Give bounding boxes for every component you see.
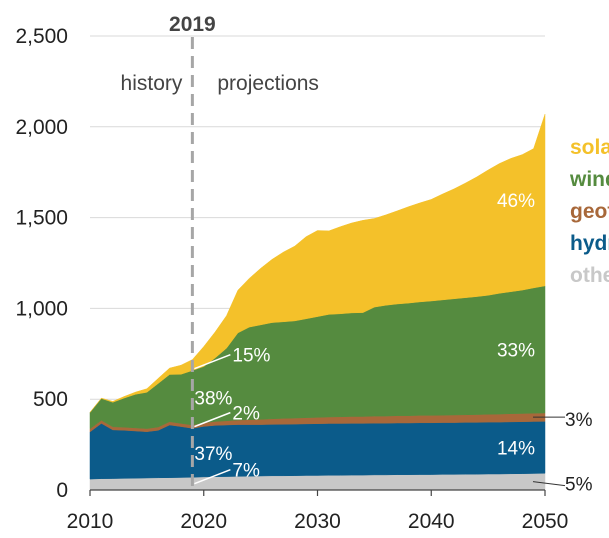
annotation-wind-2050: 33% (497, 340, 535, 361)
annotation-leader (194, 468, 231, 485)
annotation-other-2050: 5% (565, 475, 593, 496)
y-tick-label: 500 (33, 388, 68, 411)
history-label: history (121, 72, 183, 95)
legend-item-geothermal: geothermal (570, 200, 609, 223)
divider-year-label: 2019 (169, 13, 216, 36)
annotation-hydro-2019: 37% (194, 444, 232, 465)
x-axis-ticks: 2010 2020 2030 2040 2050 (67, 490, 569, 533)
annotation-leader (194, 353, 231, 370)
x-tick-label: 2030 (294, 510, 341, 533)
y-tick-label: 0 (56, 479, 68, 502)
area-solar (89, 114, 546, 414)
legend-item-other: other (570, 264, 609, 287)
annotation-geothermal-2019: 2% (232, 404, 260, 425)
x-tick-label: 2010 (67, 510, 114, 533)
history-projection-divider: 2019 history projections (121, 13, 319, 490)
annotation-leader (532, 481, 566, 487)
annotation-geothermal-2050: 3% (565, 410, 593, 431)
annotation-wind-2019: 38% (194, 389, 232, 410)
legend: solar wind geothermal hydro other (569, 136, 609, 287)
legend-item-hydro: hydro (570, 232, 609, 255)
share-annotations: 15% 38%2%37%7% 46% 33% 14% 3% 5% (194, 191, 593, 496)
annotation-other-2019: 7% (232, 461, 260, 482)
y-axis-ticks: 0 500 1,000 1,500 2,000 2,500 (15, 25, 68, 502)
annotation-leader (194, 411, 231, 428)
projections-label: projections (217, 72, 319, 95)
annotation-solar-2050: 46% (497, 191, 535, 212)
series-areas (89, 114, 546, 491)
y-tick-label: 1,500 (15, 207, 68, 230)
annotation-solar-2019: 15% (232, 346, 270, 367)
x-tick-label: 2020 (180, 510, 227, 533)
y-tick-label: 1,000 (15, 297, 68, 320)
y-tick-label: 2,000 (15, 116, 68, 139)
legend-item-wind: wind (569, 168, 609, 191)
x-tick-label: 2040 (408, 510, 455, 533)
y-tick-label: 2,500 (15, 25, 68, 48)
annotation-hydro-2050: 14% (497, 438, 535, 459)
legend-item-solar: solar (570, 136, 609, 159)
x-tick-label: 2050 (522, 510, 569, 533)
